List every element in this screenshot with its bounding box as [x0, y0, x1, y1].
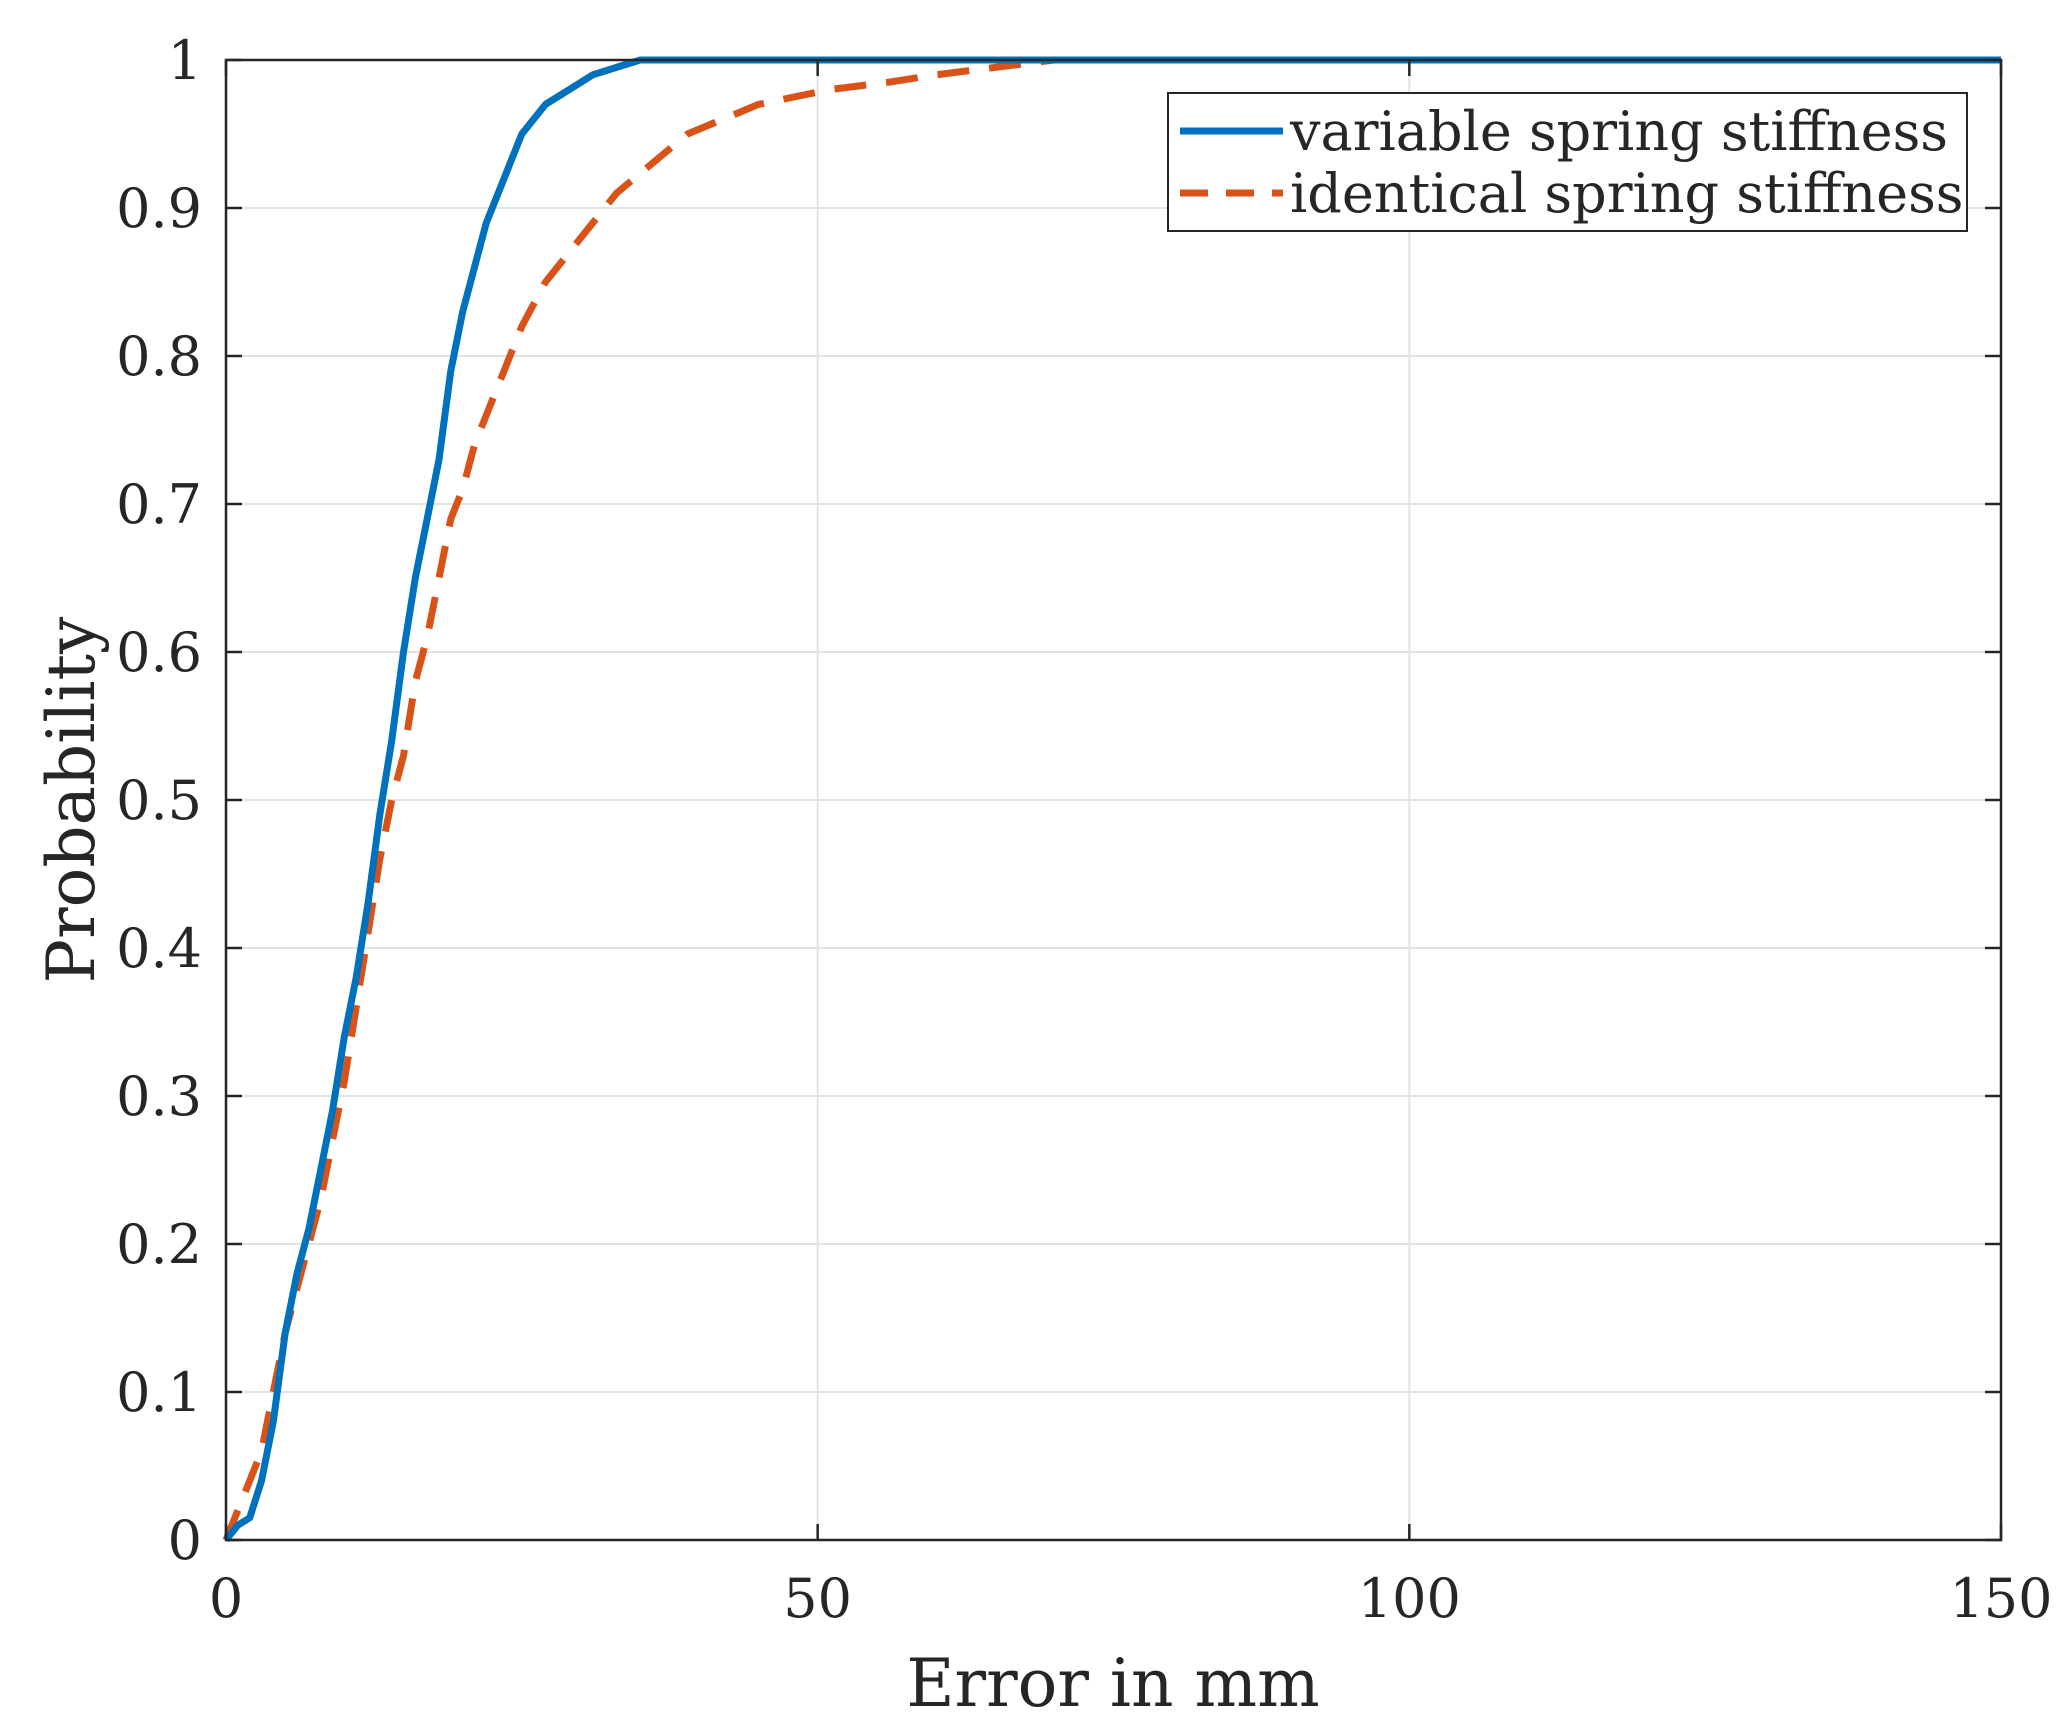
x-tick-label: 0 [209, 1567, 243, 1630]
x-axis-title: Error in mm [906, 1645, 1319, 1721]
x-tick-label: 150 [1949, 1567, 2052, 1630]
y-tick-label: 0 [168, 1509, 202, 1572]
ticks-group [224, 58, 2003, 1542]
legend-label-variable: variable spring stiffness [1289, 100, 1948, 163]
y-tick-label: 0.4 [116, 917, 202, 980]
y-tick-label: 0.7 [116, 473, 202, 536]
y-tick-label: 0.2 [116, 1213, 202, 1276]
x-tick-label: 50 [783, 1567, 852, 1630]
legend: variable spring stiffness identical spri… [1167, 92, 1968, 232]
series-group [222, 56, 2001, 1543]
y-axis-title: Probability [33, 616, 110, 983]
series-line-variable [223, 56, 2001, 1543]
series-line-identical [222, 56, 2001, 1542]
y-tick-label: 1 [168, 29, 202, 92]
y-tick-label: 0.1 [116, 1361, 202, 1424]
legend-box [1167, 92, 1968, 232]
x-tick-labels: 0 50 100 150 [209, 1567, 2053, 1630]
legend-label-identical: identical spring stiffness [1290, 162, 1964, 225]
y-tick-label: 0.9 [116, 177, 202, 240]
y-tick-labels: 0 0.1 0.2 0.3 0.4 0.5 0.6 0.7 0.8 0.9 1 [116, 29, 202, 1572]
y-tick-label: 0.6 [116, 621, 202, 684]
y-tick-label: 0.8 [116, 325, 202, 388]
y-tick-label: 0.5 [116, 769, 202, 832]
x-tick-label: 100 [1358, 1567, 1461, 1630]
y-tick-label: 0.3 [116, 1065, 202, 1128]
